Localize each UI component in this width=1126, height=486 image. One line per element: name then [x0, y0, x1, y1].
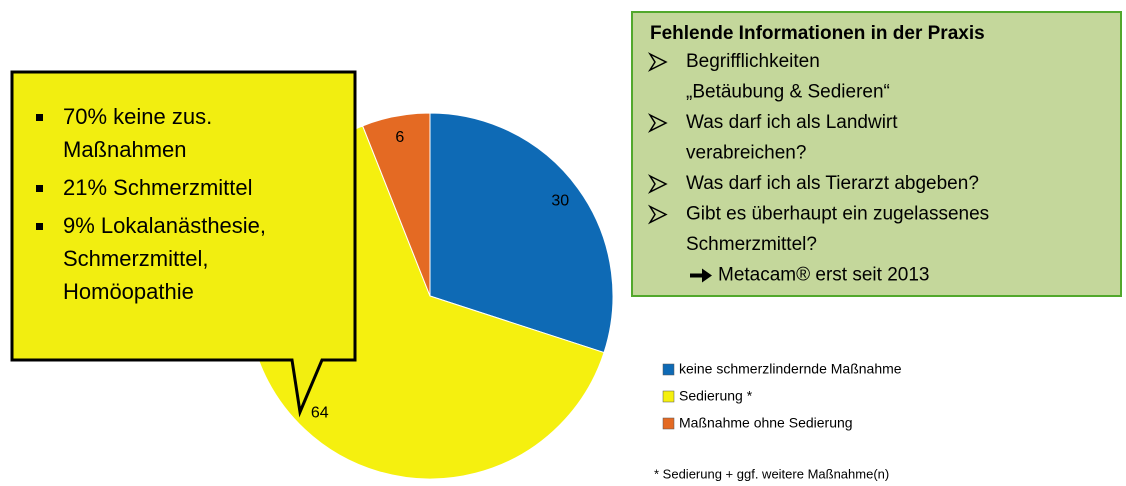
legend-label: Maßnahme ohne Sedierung: [679, 415, 853, 431]
slice-label: 30: [551, 193, 569, 210]
callout-box: [10, 70, 357, 418]
callout-text: Maßnahmen: [63, 137, 187, 162]
slice-label: 64: [311, 405, 329, 422]
bullet: [36, 114, 43, 121]
info-text: Was darf ich als Tierarzt abgeben?: [686, 173, 979, 194]
callout-text: Homöopathie: [63, 279, 194, 304]
callout-text: 70% keine zus.: [63, 104, 212, 129]
legend-swatch: [662, 363, 675, 376]
callout-text: 9% Lokalanästhesie,: [63, 213, 266, 238]
info-title: Fehlende Informationen in der Praxis: [650, 23, 985, 44]
info-note: Metacam® erst seit 2013: [718, 265, 929, 286]
note-arrow: [690, 268, 712, 283]
arrow-bullet: [647, 174, 668, 194]
info-text: Was darf ich als Landwirt: [686, 112, 898, 133]
info-text: verabreichen?: [686, 143, 806, 164]
arrow-bullet: [647, 52, 668, 72]
arrow-bullet: [647, 204, 668, 225]
callout-text: 21% Schmerzmittel: [63, 175, 253, 200]
info-text: „Betäubung & Sedieren“: [686, 82, 890, 103]
slice-label: 6: [395, 129, 404, 146]
legend-swatch: [662, 417, 675, 430]
info-box: [631, 11, 1122, 297]
info-text: Gibt es überhaupt ein zugelassenes: [686, 204, 989, 225]
info-text: Begrifflichkeiten: [686, 51, 820, 72]
legend-label: Sedierung *: [679, 388, 753, 404]
callout-text: Schmerzmittel,: [63, 246, 208, 271]
legend-label: keine schmerzlindernde Maßnahme: [679, 361, 902, 377]
footnote: * Sedierung + ggf. weitere Maßnahme(n): [654, 466, 889, 481]
legend-swatch: [662, 390, 675, 403]
pie-slice: [361, 112, 431, 297]
bullet: [36, 185, 43, 192]
bullet: [36, 223, 43, 230]
arrow-bullet: [647, 113, 668, 133]
info-text: Schmerzmittel?: [686, 234, 817, 255]
pie-slice: [429, 112, 614, 354]
